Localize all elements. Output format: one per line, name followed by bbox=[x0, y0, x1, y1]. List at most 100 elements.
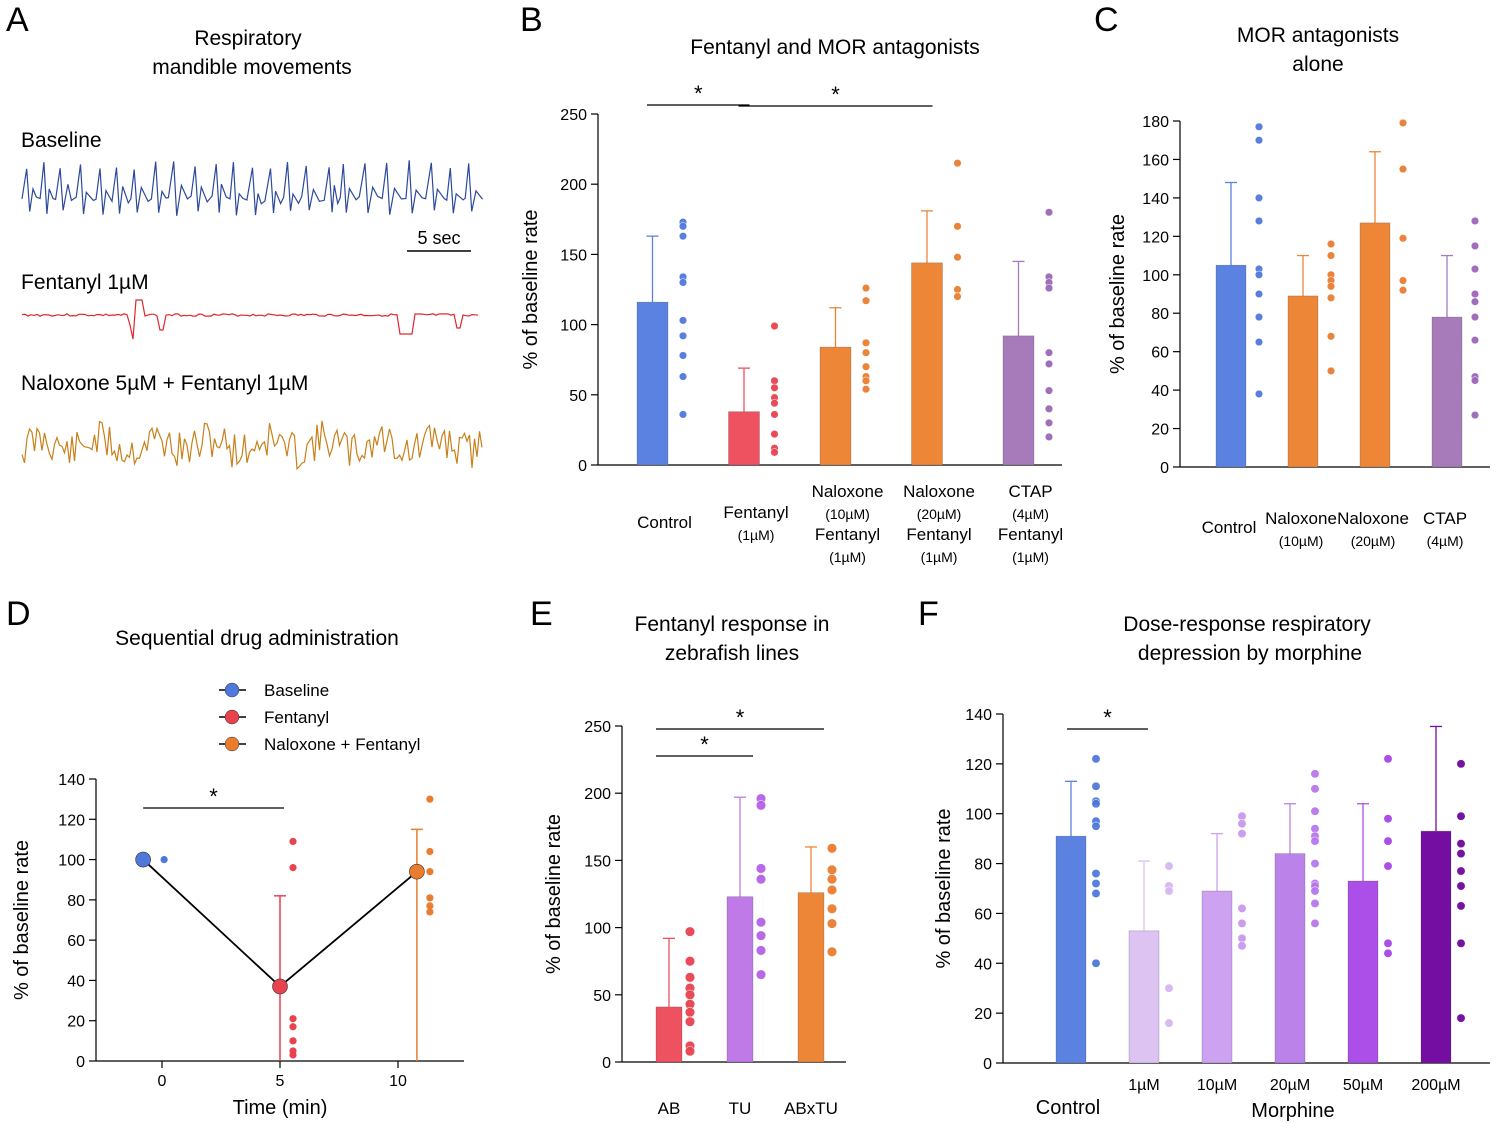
b-bar bbox=[1002, 335, 1035, 466]
b-data-point bbox=[1044, 359, 1054, 368]
f-data-point bbox=[1091, 958, 1101, 968]
d-significance-star: * bbox=[209, 784, 218, 809]
c-bar bbox=[1359, 222, 1391, 468]
f-data-point bbox=[1383, 814, 1393, 824]
c-data-point bbox=[1470, 411, 1480, 420]
f-data-point bbox=[1456, 881, 1466, 891]
d-mean-point bbox=[272, 978, 288, 995]
f-data-point bbox=[1237, 819, 1247, 829]
e-data-point bbox=[684, 1016, 696, 1027]
b-significance-star: * bbox=[831, 82, 840, 107]
b-data-point bbox=[678, 222, 688, 231]
c-category-label: Control bbox=[1202, 518, 1257, 537]
e-y-tick-label: 50 bbox=[593, 988, 611, 1005]
d-x-tick-label: 10 bbox=[389, 1073, 407, 1090]
panel-f-title-line-2: depression by morphine bbox=[1138, 642, 1362, 665]
b-data-point bbox=[770, 410, 779, 419]
panel-a-title-line-2: mandible movements bbox=[152, 56, 352, 79]
f-data-point bbox=[1456, 849, 1466, 859]
panel-b-chart: 0 50 100 150 200 250 % of baseline rate Control… bbox=[520, 81, 1063, 565]
f-data-point bbox=[1091, 879, 1101, 888]
c-y-tick-label: 20 bbox=[1151, 422, 1169, 439]
b-data-point bbox=[1044, 404, 1054, 413]
c-data-point bbox=[1254, 338, 1264, 347]
e-data-point bbox=[755, 863, 767, 874]
c-category-label: (4µM) bbox=[1427, 533, 1464, 549]
e-data-point bbox=[755, 800, 767, 811]
b-category-label: Fentanyl bbox=[998, 525, 1063, 544]
d-data-point bbox=[426, 795, 434, 803]
c-data-point bbox=[1326, 366, 1336, 375]
b-bar bbox=[728, 411, 760, 466]
panel-a-title-line-1: Respiratory bbox=[194, 27, 302, 50]
d-legend-label: Naloxone + Fentanyl bbox=[264, 735, 420, 754]
c-data-point bbox=[1254, 289, 1264, 299]
e-data-point bbox=[826, 874, 838, 885]
b-category-label: Naloxone bbox=[903, 482, 975, 501]
e-y-tick-label: 150 bbox=[584, 853, 611, 870]
d-data-point bbox=[289, 837, 297, 846]
panel-d: D Sequential drug administration Baselin… bbox=[6, 595, 464, 1119]
d-data-point bbox=[426, 847, 434, 856]
e-significance-star: * bbox=[736, 705, 745, 730]
c-category-label: (20µM) bbox=[1351, 533, 1396, 549]
f-data-point bbox=[1237, 811, 1247, 821]
c-data-point bbox=[1470, 313, 1480, 322]
b-data-point bbox=[770, 448, 779, 457]
d-y-tick-label: 20 bbox=[67, 1014, 85, 1031]
c-data-point bbox=[1254, 389, 1264, 399]
c-category-label: CTAP bbox=[1423, 509, 1467, 528]
b-y-tick-label: 200 bbox=[560, 177, 587, 194]
b-data-point bbox=[1044, 284, 1054, 293]
b-y-tick-label: 150 bbox=[560, 247, 587, 264]
b-significance-star: * bbox=[694, 81, 703, 106]
f-y-tick-label: 80 bbox=[974, 857, 992, 874]
f-y-tick-label: 140 bbox=[965, 707, 992, 724]
f-data-point bbox=[1164, 861, 1174, 871]
e-data-point bbox=[684, 956, 696, 967]
e-y-tick-label: 250 bbox=[584, 719, 611, 736]
b-y-tick-label: 250 bbox=[560, 107, 587, 124]
e-data-point bbox=[826, 884, 838, 896]
panel-c: C MOR antagonists alone 0 20 40 60 80 100 120 1… bbox=[1094, 1, 1490, 549]
c-category-label: Naloxone bbox=[1337, 509, 1409, 528]
b-data-point bbox=[1044, 418, 1054, 427]
c-data-point bbox=[1254, 193, 1264, 202]
c-y-tick-label: 40 bbox=[1151, 383, 1169, 400]
b-category-label: (20µM) bbox=[917, 506, 962, 522]
b-y-axis-label: % of baseline rate bbox=[520, 209, 542, 369]
e-data-point bbox=[684, 989, 696, 1000]
b-y-tick-label: 50 bbox=[569, 388, 587, 405]
b-data-point bbox=[861, 385, 871, 394]
f-data-point bbox=[1310, 836, 1320, 846]
b-data-point bbox=[678, 232, 688, 241]
b-data-point bbox=[953, 222, 962, 231]
panel-e: E Fentanyl response in zebrafish lines 0… bbox=[530, 595, 846, 1118]
f-data-point bbox=[1091, 889, 1101, 898]
f-data-point bbox=[1091, 799, 1101, 809]
f-category-label: Control bbox=[1036, 1097, 1100, 1119]
b-data-point bbox=[678, 410, 688, 419]
b-data-point bbox=[678, 331, 688, 340]
c-data-point bbox=[1398, 286, 1408, 295]
panel-a: A Respiratory mandible movements Baselin… bbox=[6, 1, 484, 471]
f-bar bbox=[1420, 830, 1452, 1064]
f-data-point bbox=[1310, 886, 1320, 896]
e-data-point bbox=[826, 918, 838, 929]
d-mean-point bbox=[409, 863, 425, 880]
f-y-tick-label: 100 bbox=[965, 807, 992, 824]
c-data-point bbox=[1470, 264, 1480, 274]
c-y-axis-label: % of baseline rate bbox=[1107, 214, 1129, 374]
d-y-tick-label: 80 bbox=[67, 893, 85, 910]
f-y-tick-label: 60 bbox=[974, 906, 992, 923]
trace-label-baseline: Baseline bbox=[21, 129, 102, 152]
c-y-tick-label: 140 bbox=[1142, 191, 1169, 208]
b-category-label: Fentanyl bbox=[723, 503, 788, 522]
e-y-axis-label: % of baseline rate bbox=[543, 814, 565, 974]
d-x-tick-label: 5 bbox=[276, 1073, 285, 1090]
b-data-point bbox=[953, 292, 962, 301]
panel-e-chart: 0 50 100 150 200 250 % of baseline rate AB TU ABx… bbox=[543, 705, 846, 1118]
f-category-label: 1µM bbox=[1128, 1077, 1159, 1094]
f-bar bbox=[1347, 880, 1379, 1064]
f-data-point bbox=[1091, 821, 1101, 831]
